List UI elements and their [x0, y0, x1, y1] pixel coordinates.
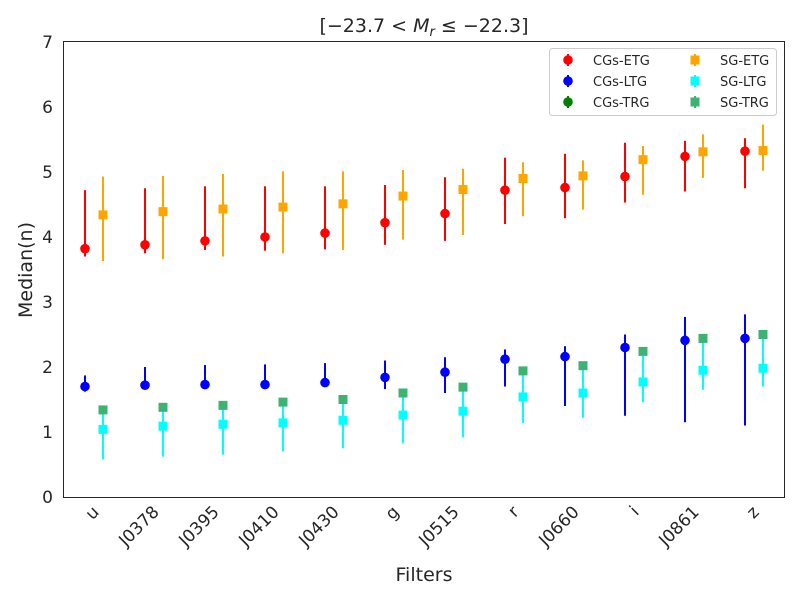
legend-sg-etg-marker [690, 55, 700, 65]
sg-ltg-point [638, 377, 648, 387]
legend-cgs-trg-marker [563, 97, 573, 107]
sg-ltg-point [278, 418, 288, 428]
sg-trg-point [338, 395, 348, 404]
cgs-ltg-point [260, 379, 270, 390]
plot-frame [63, 41, 785, 498]
sg-etg-point [758, 146, 768, 156]
sg-ltg-point [398, 410, 408, 420]
chart-title: [−23.7 < Mr ≤ −22.3] [319, 15, 528, 40]
title-open: [−23.7 < [319, 15, 413, 37]
sg-trg-point [218, 400, 228, 410]
cgs-etg-point [260, 232, 270, 242]
legend-sg-trg-marker [690, 97, 700, 107]
cgs-ltg-point [320, 377, 330, 388]
sg-etg-point [158, 207, 168, 217]
sg-trg-point [638, 346, 648, 356]
y-tick-label: 3 [42, 293, 53, 313]
sg-ltg-point [98, 424, 108, 434]
cgs-ltg-point [680, 335, 690, 346]
cgs-ltg-point [500, 354, 510, 365]
legend-sg-trg-label: SG-TRG [720, 96, 769, 111]
cgs-etg-point [80, 243, 90, 254]
sg-etg-point [338, 199, 348, 209]
x-axis-label: Filters [396, 564, 453, 586]
legend-sg-ltg-marker [690, 76, 700, 86]
sg-ltg-point [458, 406, 468, 416]
cgs-etg-point [740, 146, 750, 156]
sg-etg-point [218, 204, 228, 214]
sg-etg-point [518, 174, 528, 183]
cgs-etg-point [200, 236, 210, 246]
y-axis-label: Median(n) [15, 222, 37, 318]
cgs-etg-point [140, 240, 150, 250]
sg-ltg-point [518, 392, 528, 402]
legend-cgs-trg-label: CGs-TRG [593, 96, 649, 111]
sg-trg-point [518, 366, 528, 376]
sg-etg-point [98, 210, 108, 220]
cgs-ltg-point [200, 379, 210, 390]
sg-trg-point [698, 333, 708, 343]
y-tick-label: 4 [42, 228, 53, 248]
cgs-ltg-point [440, 367, 450, 378]
y-tick-label: 6 [42, 98, 53, 118]
sg-ltg-point [758, 363, 768, 373]
sg-ltg-point [338, 415, 348, 425]
sg-etg-point [398, 191, 408, 201]
y-tick-label: 7 [42, 33, 53, 53]
y-tick-label: 2 [42, 358, 53, 378]
cgs-ltg-point [380, 372, 390, 383]
legend-cgs-ltg-label: CGs-LTG [593, 75, 647, 90]
sg-etg-point [638, 155, 648, 165]
legend-cgs-ltg-marker [563, 76, 573, 86]
sg-trg-point [158, 402, 168, 412]
sg-etg-point [698, 147, 708, 157]
sg-etg-point [458, 185, 468, 195]
sg-ltg-point [158, 421, 168, 431]
y-tick-label: 5 [42, 163, 53, 183]
y-axis-ticks: 0 1 2 3 4 5 6 7 [42, 33, 53, 508]
sg-trg-point [758, 330, 768, 339]
sg-trg-point [398, 388, 408, 398]
legend-sg-etg-label: SG-ETG [720, 54, 769, 69]
title-sub: r [430, 25, 437, 40]
sg-ltg-point [578, 388, 588, 398]
legend-cgs-etg-marker [563, 55, 573, 65]
sg-ltg-point [218, 419, 228, 429]
y-tick-label: 1 [42, 423, 53, 443]
legend-frame [549, 48, 777, 116]
cgs-etg-point [560, 182, 570, 193]
cgs-ltg-point [560, 351, 570, 362]
cgs-etg-point [440, 208, 450, 219]
sg-trg-point [98, 405, 108, 415]
cgs-etg-point [380, 217, 390, 228]
cgs-etg-point [680, 151, 690, 162]
y-tick-label: 0 [42, 488, 53, 508]
sg-trg-point [278, 397, 288, 407]
cgs-ltg-point [140, 380, 150, 391]
cgs-etg-point [620, 171, 630, 182]
legend-cgs-etg-label: CGs-ETG [593, 54, 650, 69]
sg-etg-point [578, 171, 588, 181]
title-close: ≤ −22.3] [435, 15, 529, 37]
data-marks [80, 124, 768, 460]
sg-trg-point [578, 361, 588, 371]
cgs-ltg-point [620, 342, 630, 353]
cgs-ltg-point [740, 333, 750, 344]
sg-etg-point [278, 202, 288, 212]
title-m: M [413, 15, 429, 37]
sg-trg-point [458, 382, 468, 392]
cgs-etg-point [320, 228, 330, 238]
cgs-etg-point [500, 185, 510, 195]
legend-sg-ltg-label: SG-LTG [720, 75, 766, 90]
legend: CGs-ETG CGs-LTG CGs-TRG SG-ETG SG-LTG SG-TRG [549, 48, 777, 116]
sg-ltg-point [698, 365, 708, 375]
cgs-ltg-point [80, 381, 90, 392]
